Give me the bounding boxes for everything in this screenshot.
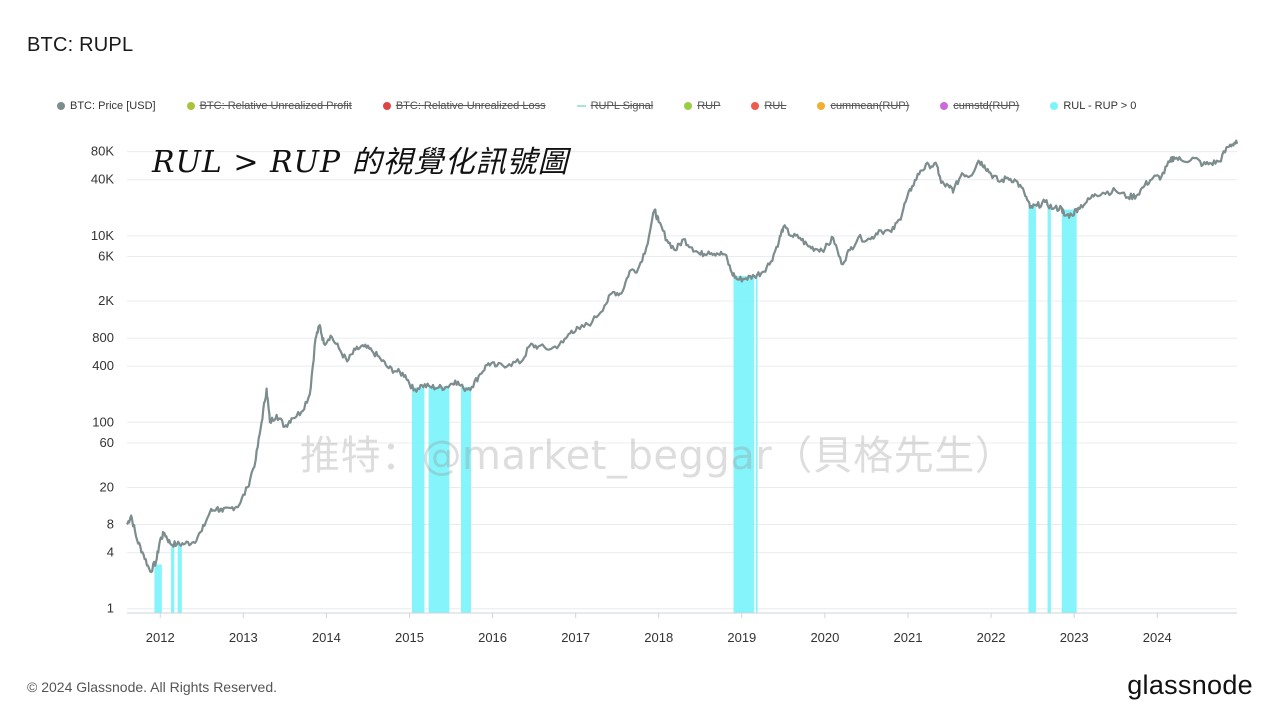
x-tick-label: 2013: [229, 630, 258, 645]
x-tick-label: 2016: [478, 630, 507, 645]
legend-swatch: [684, 102, 693, 110]
signal-bar: [154, 564, 162, 613]
legend-item[interactable]: RUL - RUP > 0: [1050, 100, 1136, 112]
grid: [127, 151, 1237, 610]
signal-bar: [177, 544, 182, 613]
chart-annotation: RUL > RUP 的視覺化訊號圖: [152, 145, 569, 180]
signal-bar: [1047, 206, 1051, 614]
x-tick-label: 2015: [395, 630, 424, 645]
legend-label: BTC: Relative Unrealized Profit: [199, 100, 352, 112]
price-series: [126, 139, 1239, 574]
legend-label: BTC: Relative Unrealized Loss: [395, 100, 546, 112]
x-tick-label: 2017: [561, 630, 590, 645]
legend-label: RUL: [764, 100, 787, 112]
signal-bar: [411, 387, 425, 613]
y-tick-label: 20: [100, 479, 114, 494]
y-tick-label: 100: [92, 414, 114, 429]
signal-bars: [154, 206, 1077, 614]
legend-item[interactable]: BTC: Relative Unrealized Loss: [382, 100, 546, 112]
x-tick-label: 2019: [727, 630, 756, 645]
watermark-text: 推特：@market_beggar（貝格先生）: [300, 433, 1016, 479]
x-tick-label: 2012: [146, 630, 175, 645]
y-tick-labels: 1 4 8 20 60 100 400 800 2K 6K 10K 40K 80K: [91, 144, 114, 616]
y-tick-label: 6K: [98, 249, 114, 264]
x-tick-label: 2022: [977, 630, 1006, 645]
signal-bar: [460, 387, 471, 613]
x-tick-label: 2023: [1060, 630, 1089, 645]
signal-bar: [1028, 206, 1036, 613]
copyright-text: © 2024 Glassnode. All Rights Reserved.: [27, 679, 278, 695]
legend-label: RUP: [697, 100, 721, 112]
y-tick-label: 800: [92, 330, 114, 345]
y-tick-label: 8: [107, 517, 114, 532]
chart-legend: BTC: Price [USD] BTC: Relative Unrealized…: [57, 98, 1167, 114]
x-tick-labels: 2012 2013 2014 2015 2016 2017 2018 2019 2020 2021…: [146, 613, 1172, 645]
brand-logo[interactable]: glassnode: [1127, 670, 1253, 700]
legend-item[interactable]: cummean(RUP): [817, 100, 909, 112]
signal-bar: [1061, 209, 1077, 613]
y-tick-label: 60: [100, 435, 114, 450]
legend-item[interactable]: BTC: Relative Unrealized Profit: [186, 100, 352, 112]
legend-swatch: [751, 102, 760, 110]
legend-item[interactable]: RUL: [751, 100, 786, 112]
signal-bar: [428, 386, 450, 613]
price-line: [126, 139, 1239, 574]
legend-swatch: [576, 105, 586, 107]
y-tick-label: 40K: [91, 172, 114, 187]
legend-label: cummean(RUP): [830, 100, 910, 112]
legend-item[interactable]: BTC: Price [USD]: [57, 100, 156, 112]
y-tick-label: 400: [92, 358, 114, 373]
legend-label: RUL - RUP > 0: [1063, 100, 1137, 112]
legend-label: BTC: Price [USD]: [70, 100, 156, 112]
legend-swatch: [382, 102, 391, 110]
page-title: BTC: RUPL: [27, 34, 134, 56]
x-tick-label: 2024: [1143, 630, 1172, 645]
x-tick-label: 2014: [312, 630, 341, 645]
y-tick-label: 2K: [98, 293, 114, 308]
legend-swatch: [940, 102, 949, 110]
legend-label: cumstd(RUP): [953, 100, 1020, 112]
legend-swatch: [817, 102, 826, 110]
x-tick-label: 2018: [644, 630, 673, 645]
legend-swatch: [1050, 102, 1059, 110]
legend-swatch: [57, 102, 65, 110]
y-tick-label: 1: [107, 601, 114, 616]
signal-bar: [733, 276, 755, 613]
legend-item[interactable]: cumstd(RUP): [940, 100, 1019, 112]
x-tick-label: 2021: [894, 630, 923, 645]
signal-bar: [755, 275, 758, 613]
legend-swatch: [186, 102, 195, 110]
y-tick-label: 80K: [91, 144, 114, 159]
legend-label: RUPL Signal: [590, 100, 654, 112]
y-tick-label: 10K: [91, 228, 114, 243]
x-tick-label: 2020: [810, 630, 839, 645]
legend-item[interactable]: RUP: [684, 100, 720, 112]
signal-bar: [171, 544, 175, 613]
legend-item[interactable]: RUPL Signal: [576, 100, 654, 112]
y-tick-label: 4: [107, 545, 114, 560]
